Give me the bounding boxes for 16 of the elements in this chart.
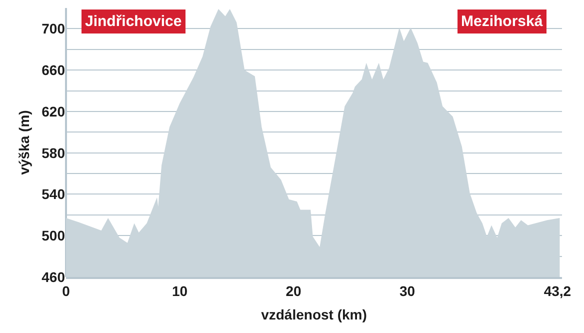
x-tick-label: 30: [399, 282, 416, 299]
y-tick-label: 620: [42, 103, 66, 120]
x-axis-title: vzdálenost (km): [261, 306, 367, 323]
x-tick-label: 0: [62, 282, 70, 299]
x-tick-label: 10: [172, 282, 188, 299]
y-axis-title: výška (m): [16, 110, 32, 175]
x-tick-label: 43,2: [544, 282, 572, 299]
annotation: Mezihorská: [461, 13, 544, 30]
y-tick-label: 700: [42, 20, 66, 37]
y-tick-label: 580: [42, 144, 66, 161]
y-tick-label: 460: [42, 268, 66, 285]
y-tick-label: 500: [42, 228, 66, 244]
y-tick-label: 540: [42, 186, 66, 202]
x-tick-label: 20: [286, 282, 302, 299]
y-tick-label: 660: [42, 62, 66, 78]
annotation: Jindřichovice: [85, 13, 182, 30]
